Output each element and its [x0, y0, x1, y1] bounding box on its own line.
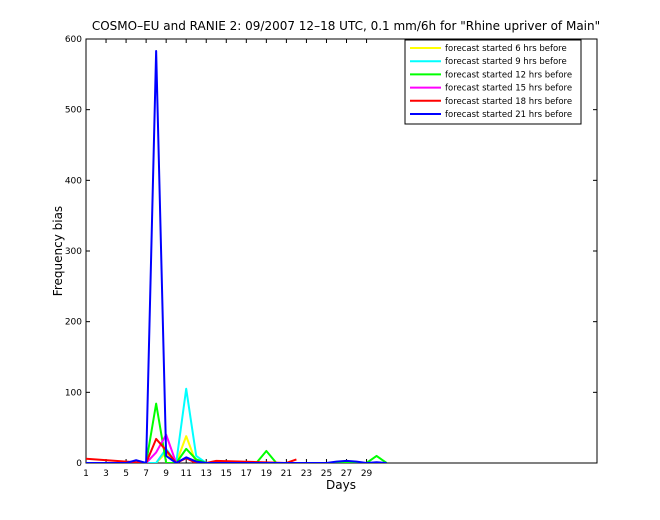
x-tick-label: 1 [83, 469, 89, 479]
x-tick-label: 9 [163, 469, 169, 479]
legend-label: forecast started 9 hrs before [445, 57, 567, 67]
legend: forecast started 6 hrs before forecast st… [404, 39, 582, 125]
legend-box [404, 39, 582, 125]
x-tick-label: 23 [301, 469, 312, 479]
x-tick-label: 13 [201, 469, 212, 479]
x-tick-label: 15 [221, 469, 232, 479]
x-tick-label: 27 [341, 469, 352, 479]
axis-ticks: 1 3 5 7 9 11 13 15 17 19 21 23 25 27 29010020030040050… [65, 35, 597, 479]
y-tick-label: 400 [65, 176, 82, 186]
y-tick-label: 600 [65, 35, 82, 45]
x-tick-label: 5 [123, 469, 129, 479]
series-line-6 [86, 50, 387, 463]
legend-label: forecast started 12 hrs before [445, 70, 572, 80]
y-tick-label: 300 [65, 247, 82, 257]
x-tick-label: 25 [321, 469, 332, 479]
y-tick-label: 200 [65, 318, 82, 328]
series-lines [86, 50, 388, 463]
x-tick-label: 21 [281, 469, 292, 479]
x-tick-label: 11 [180, 469, 191, 479]
x-tick-label: 17 [241, 469, 252, 479]
x-axis-label: Days [326, 478, 356, 492]
legend-label: forecast started 18 hrs before [445, 97, 572, 107]
chart-title: COSMO–EU and RANIE 2: 09/2007 12–18 UTC,… [92, 19, 600, 33]
x-tick-label: 19 [261, 469, 273, 479]
y-tick-label: 500 [65, 106, 82, 116]
legend-label: forecast started 21 hrs before [445, 110, 572, 120]
y-axis-label: Frequency bias [51, 206, 65, 296]
x-tick-label: 7 [143, 469, 149, 479]
x-tick-label: 29 [361, 469, 373, 479]
legend-label: forecast started 6 hrs before [445, 44, 567, 54]
legend-label: forecast started 15 hrs before [445, 84, 572, 94]
x-tick-label: 3 [103, 469, 109, 479]
series-line-3 [86, 402, 388, 463]
y-tick-label: 0 [76, 459, 82, 469]
y-tick-label: 100 [65, 388, 82, 398]
